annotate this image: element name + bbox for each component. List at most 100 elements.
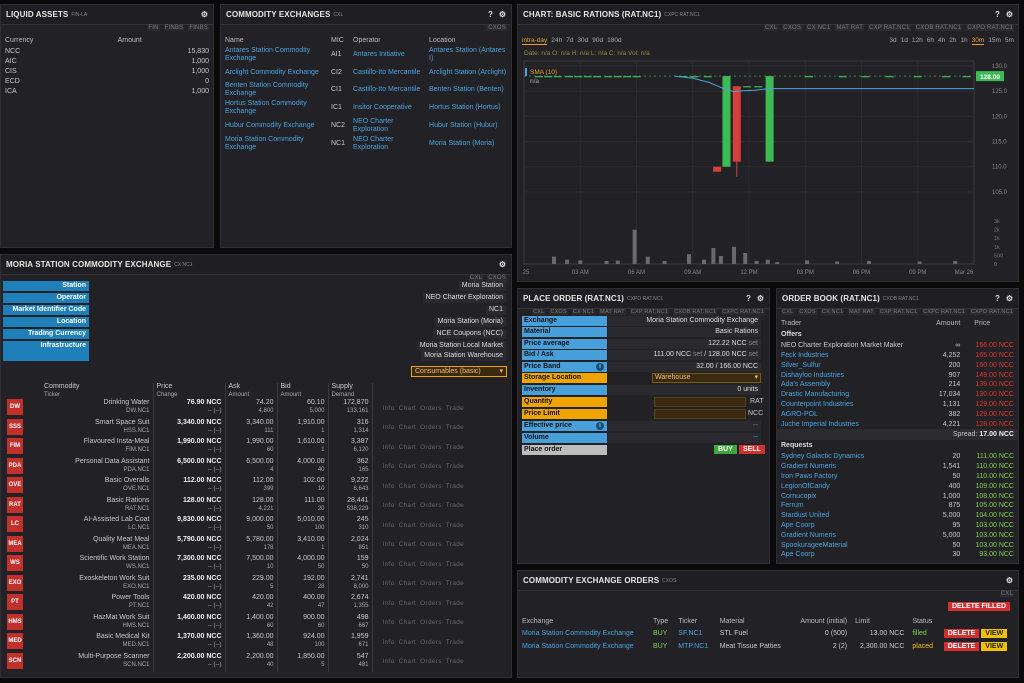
tab-mat-rat[interactable]: MAT RAT [599, 309, 626, 315]
ticker-badge[interactable]: MEA [7, 535, 23, 552]
trader[interactable]: Ape Coorp [781, 521, 815, 529]
location-link[interactable]: Arclight Station (Arclight) [429, 68, 507, 76]
trader[interactable]: Gradient Numeris [781, 531, 836, 539]
trader[interactable]: Juche Imperial Industries [781, 420, 859, 428]
trader[interactable]: Ape Coorp [781, 551, 815, 559]
trader[interactable]: LegionOfCandy [781, 482, 830, 490]
exchange-link[interactable]: Moria Station Commodity Exchange [522, 642, 634, 650]
info-value-warehouse[interactable]: Moria Station Warehouse [421, 351, 506, 361]
storage-select[interactable]: Warehouse ▾ [652, 373, 761, 383]
price[interactable]: 103.00 NCC [975, 521, 1014, 529]
ticker-link[interactable]: SF.NC1 [678, 629, 703, 637]
tab-cxp-rat-nc1[interactable]: CXP RAT.NC1 [868, 25, 911, 31]
ticker-badge[interactable]: DW [7, 399, 23, 415]
tab-cxp-rat-nc1[interactable]: CXP RAT.NC1 [629, 309, 670, 315]
row-actions[interactable]: Info Chart Orders Trade [382, 638, 465, 646]
tab-fin[interactable]: FIN [147, 25, 160, 31]
info-icon[interactable]: i [596, 422, 604, 430]
interval-5m[interactable]: 5m [1004, 37, 1014, 44]
operator-link[interactable]: Insitor Cooperative [353, 104, 412, 111]
interval-1h[interactable]: 1h [960, 37, 968, 44]
ticker-badge[interactable]: SSS [7, 418, 23, 435]
help-icon[interactable]: ? [487, 10, 493, 19]
exchange-name-link[interactable]: Hortus Station Commodity Exchange [225, 100, 307, 115]
interval-1d[interactable]: 1d [900, 37, 908, 44]
range-180d[interactable]: 180d [607, 37, 622, 44]
interval-15m[interactable]: 15m [988, 37, 1001, 44]
interval-30m[interactable]: 30m [971, 37, 985, 45]
interval-3d[interactable]: 3d [889, 37, 897, 44]
buy-button[interactable]: BUY [714, 445, 737, 454]
ticker-badge[interactable]: WS [7, 555, 23, 571]
price[interactable]: 160.00 NCC [975, 361, 1014, 369]
tab-cxl[interactable]: CXL [764, 25, 779, 31]
ticker-badge[interactable]: OVE [7, 477, 23, 493]
ticker-badge[interactable]: MED [7, 633, 23, 649]
tab-cxpc-rat-nc1[interactable]: CXPC RAT.NC1 [922, 309, 966, 315]
help-icon[interactable]: ? [745, 294, 751, 303]
gear-icon[interactable]: ⚙ [1005, 576, 1013, 585]
tab-cx-nc1[interactable]: CX NC1 [571, 309, 596, 315]
row-actions[interactable]: Info Chart Orders Trade [382, 443, 465, 451]
gear-icon[interactable]: ⚙ [498, 260, 506, 269]
exchange-name-link[interactable]: Moria Station Commodity Exchange [225, 136, 304, 151]
quantity-input[interactable] [654, 397, 746, 407]
row-actions[interactable]: Info Chart Orders Trade [382, 521, 465, 529]
ticker-badge[interactable]: RAT [7, 496, 23, 513]
price-limit-input[interactable] [654, 409, 746, 419]
location-link[interactable]: Antares Station (Antares I) [429, 47, 506, 62]
tab-cxpc-rat-nc1[interactable]: CXPC RAT.NC1 [721, 309, 765, 315]
operator-link[interactable]: Castillo-Ito Mercantile [353, 86, 421, 93]
interval-2h[interactable]: 2h [949, 37, 957, 44]
price[interactable]: 165.00 NCC [975, 351, 1014, 359]
range-30d[interactable]: 30d [577, 37, 589, 44]
category-select[interactable]: Consumables (basic) ▾ [411, 366, 507, 377]
trader[interactable]: AGRO-POL [781, 410, 818, 418]
exchange-name-link[interactable]: Hubur Commodity Exchange [225, 122, 315, 129]
location-link[interactable]: Hubur Station (Hubur) [429, 122, 498, 129]
interval-6h[interactable]: 6h [926, 37, 934, 44]
price[interactable]: 128.00 NCC [975, 420, 1014, 428]
row-actions[interactable]: Info Chart Orders Trade [382, 580, 465, 588]
ticker-link[interactable]: MTP.NC1 [678, 642, 709, 650]
trader[interactable]: Stardust United [781, 512, 830, 520]
delete-filled-button[interactable]: DELETE FILLED [947, 602, 1010, 611]
tab-finbs[interactable]: FINBS [163, 25, 185, 31]
exchange-name-link[interactable]: Arclight Commodity Exchange [225, 68, 319, 76]
ticker-badge[interactable]: LC [7, 516, 23, 532]
row-actions[interactable]: Info Chart Orders Trade [382, 502, 465, 510]
tab-cxob-rat-nc1[interactable]: CXOB RAT.NC1 [914, 25, 963, 31]
location-link[interactable]: Benten Station (Benten) [429, 86, 504, 93]
interval-12h[interactable]: 12h [911, 37, 923, 44]
exchange-name-link[interactable]: Antares Station Commodity Exchange [225, 47, 311, 62]
tab-cxob-rat-nc1[interactable]: CXOB RAT.NC1 [673, 309, 718, 315]
row-actions[interactable]: Info Chart Orders Trade [382, 404, 465, 412]
tab-cx-nc1[interactable]: CX NC1 [806, 25, 832, 31]
location-link[interactable]: Moria Station (Moria) [429, 140, 495, 147]
operator-link[interactable]: Antares Initiative [353, 51, 405, 58]
trader[interactable]: Silver_Sulfur [781, 361, 821, 369]
price[interactable]: 103.00 NCC [975, 531, 1014, 539]
row-actions[interactable]: Info Chart Orders Trade [382, 424, 465, 432]
set-bid-link[interactable]: set [692, 351, 703, 358]
tab-cxp-rat-nc1[interactable]: CXP RAT.NC1 [878, 309, 919, 315]
tab-cxos[interactable]: CXOS [782, 25, 803, 31]
price[interactable]: 103.00 NCC [975, 541, 1014, 549]
range-intra-day[interactable]: intra-day [522, 37, 548, 45]
price[interactable]: 139.00 NCC [975, 381, 1014, 389]
price[interactable]: 110.00 NCC [975, 472, 1014, 480]
info-value[interactable]: Moria Station [458, 281, 506, 291]
trader[interactable]: SpookurageeMaterial [781, 541, 848, 549]
exchange-name-link[interactable]: Benten Station Commodity Exchange [225, 82, 309, 97]
trader[interactable]: Ada's Assembly [781, 381, 831, 389]
trader[interactable]: Dishayloo Industries [781, 371, 845, 379]
tab-cxl[interactable]: CXL [999, 591, 1014, 597]
price[interactable]: 93.00 NCC [979, 551, 1014, 559]
row-actions[interactable]: Info Chart Orders Trade [382, 619, 465, 627]
delete-button[interactable]: DELETE [943, 641, 980, 651]
price[interactable]: 149.00 NCC [975, 371, 1014, 379]
price[interactable]: 129.00 NCC [975, 400, 1014, 408]
ticker-badge[interactable]: PDA [7, 457, 23, 474]
sell-button[interactable]: SELL [739, 445, 765, 454]
trader[interactable]: Gradient Numeris [781, 463, 836, 471]
